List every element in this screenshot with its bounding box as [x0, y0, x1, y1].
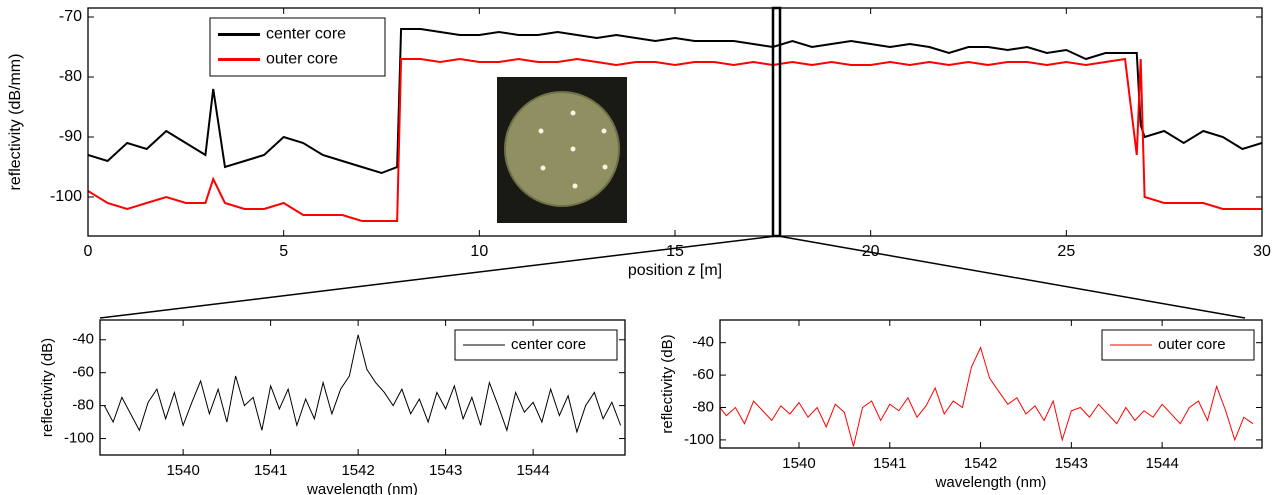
x-axis-label: wavelength (nm) [306, 481, 418, 495]
x-tick-label: 1544 [516, 462, 549, 479]
x-tick-label: 1541 [873, 455, 906, 472]
y-axis-label: reflectivity (dB) [659, 334, 676, 433]
data-line [720, 346, 1254, 447]
y-tick-label: -60 [72, 364, 94, 381]
x-tick-label: 15 [666, 243, 684, 260]
y-tick-label: -80 [692, 398, 714, 415]
x-tick-label: 1542 [964, 455, 997, 472]
legend-box [209, 17, 386, 77]
y-tick-label: -100 [50, 188, 82, 205]
x-axis-label: wavelength (nm) [935, 474, 1047, 491]
y-tick-label: -90 [59, 128, 82, 145]
x-tick-label: 1543 [429, 462, 462, 479]
x-tick-label: 25 [1057, 243, 1075, 260]
x-tick-label: 1543 [1055, 455, 1088, 472]
data-line [88, 28, 1262, 175]
y-axis-label: reflectivity (dB) [39, 338, 56, 437]
y-tick-label: -70 [59, 8, 82, 25]
y-tick-label: -40 [72, 331, 94, 348]
zoom-indicator [99, 6, 1246, 319]
data-line [103, 334, 622, 434]
x-tick-label: 1544 [1145, 455, 1178, 472]
y-tick-label: -60 [692, 366, 714, 383]
x-tick-label: 1540 [782, 455, 815, 472]
y-axis-label: reflectivity (dB/mm) [7, 54, 24, 191]
x-tick-label: 0 [84, 243, 93, 260]
y-tick-label: -100 [684, 431, 714, 448]
x-tick-label: 30 [1253, 243, 1271, 260]
axes-frame [719, 319, 1263, 449]
legend-label: outer core [266, 51, 338, 68]
x-tick-label: 5 [279, 243, 288, 260]
inset-photo [497, 77, 627, 223]
y-tick-label: -40 [692, 334, 714, 351]
x-tick-label: 1542 [341, 462, 374, 479]
x-tick-label: 1541 [254, 462, 287, 479]
x-axis-label: position z [m] [628, 262, 722, 279]
legend-label: center core [511, 336, 586, 353]
y-tick-label: -80 [72, 397, 94, 414]
x-tick-label: 1540 [166, 462, 199, 479]
legend-label: outer core [1158, 336, 1226, 353]
x-tick-label: 10 [470, 243, 488, 260]
axes-frame [99, 319, 626, 456]
legend-label: center core [266, 26, 346, 43]
y-tick-label: -80 [59, 68, 82, 85]
data-line [88, 57, 1262, 222]
y-tick-label: -100 [64, 430, 94, 447]
